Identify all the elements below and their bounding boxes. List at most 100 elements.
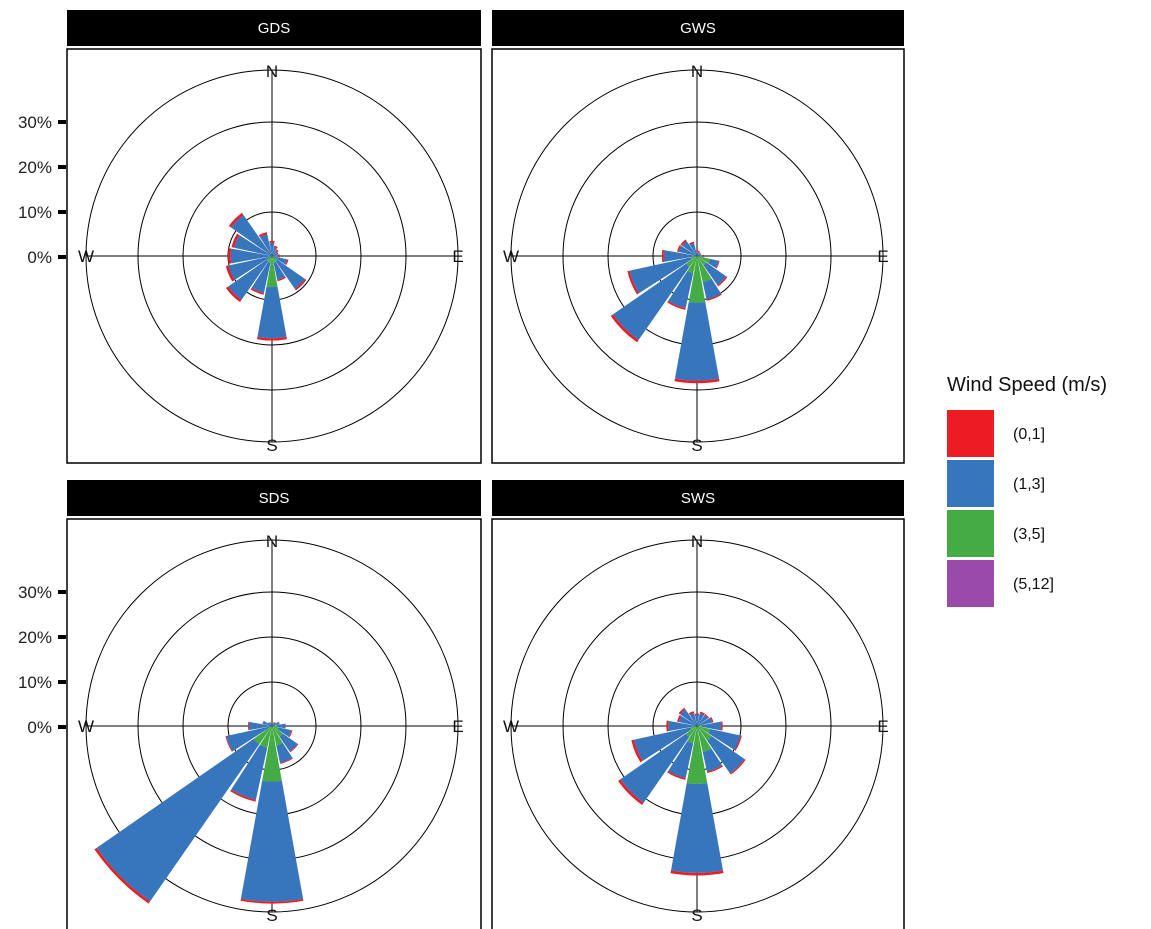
compass-w-sds: W [78, 717, 94, 736]
rose-wedge-gws-270-bin2 [694, 255, 697, 257]
compass-w-sws: W [503, 717, 519, 736]
rose-wedge-sws-67.5-bin0 [710, 716, 714, 723]
rose-wedge-gws-67.5-bin1 [697, 254, 701, 256]
compass-s-sws: S [691, 906, 702, 925]
rose-wedge-sws-247.5-bin0 [631, 739, 643, 763]
rose-wedge-gds-202.5-bin0 [250, 287, 264, 295]
rose-sds [94, 720, 304, 904]
rose-wedge-gds-315-bin1 [231, 215, 272, 256]
rose-wedge-gws-157.5-bin2 [697, 256, 712, 283]
y-tick-label: 20% [18, 158, 52, 177]
rose-wedge-sws-135-bin1 [707, 736, 745, 774]
rose-wedge-sds-90-bin2 [272, 725, 277, 727]
legend: Wind Speed (m/s) (0,1] (1,3] (3,5] (5,12… [947, 374, 1107, 607]
rose-wedge-sds-90-bin0 [285, 723, 286, 729]
compass-s-gws: S [691, 436, 702, 455]
rose-wedge-gds-292.5-bin0 [231, 233, 240, 248]
rose-wedge-sws-22.5-bin1 [697, 712, 705, 726]
rose-wedge-sws-315-bin0 [678, 707, 686, 715]
rose-wedge-gws-180-bin2 [688, 256, 706, 303]
legend-swatch-0-1 [947, 410, 994, 457]
rose-wedge-sws-90-bin2 [697, 725, 702, 727]
y-tick-mark [58, 255, 66, 259]
rose-wedge-gws-157.5-bin0 [706, 293, 722, 301]
legend-label-3-5: (3,5] [1013, 526, 1045, 543]
y-tick-mark [58, 210, 66, 214]
compass-e-sds: E [452, 717, 463, 736]
rose-wedge-gws-337.5-bin0 [689, 241, 695, 245]
rose-wedge-gds-22.5-bin0 [273, 245, 278, 249]
rose-wedge-sws-270-bin2 [694, 725, 697, 727]
rose-sws [618, 707, 746, 876]
rose-wedge-sws-112.5-bin1 [708, 728, 741, 751]
compass-w-gds: W [78, 247, 94, 266]
rose-wedge-sws-315-bin1 [680, 709, 697, 726]
rose-wedge-gws-270-bin0 [661, 249, 665, 263]
rose-wedge-gds-135-bin0 [294, 278, 307, 291]
rose-wedge-gds-270-bin1 [230, 248, 271, 264]
rose-wedge-sws-225-bin2 [686, 726, 697, 737]
rose-wedge-gws-45-bin0 [699, 252, 701, 254]
rose-wedge-sds-315-bin1 [268, 722, 272, 726]
rose-wedge-gds-315-bin2 [271, 255, 272, 256]
rose-wedge-sws-157.5-bin1 [702, 748, 723, 772]
rose-wedge-gws-112.5-bin2 [697, 256, 711, 264]
rose-wedge-gws-157.5-bin1 [702, 278, 722, 300]
rose-wedge-sws-270-bin0 [666, 720, 669, 732]
compass-e-sws: E [877, 717, 888, 736]
rose-wedge-sws-135-bin2 [697, 726, 712, 741]
rose-wedge-sws-135-bin0 [730, 759, 746, 775]
rose-wedge-gds-67.5-bin0 [276, 252, 279, 255]
rose-wedge-gds-112.5-bin2 [272, 256, 275, 258]
rose-wedge-sws-225-bin1 [620, 733, 690, 803]
compass-e-gds: E [452, 247, 463, 266]
rose-wedge-gws-247.5-bin1 [629, 257, 692, 294]
rose-wedge-gds-0-bin1 [269, 242, 275, 256]
rose-wedge-gws-90-bin0 [703, 254, 705, 258]
rose-wedge-gds-45-bin1 [272, 250, 278, 256]
panel-sds: SDS N S E W [66, 480, 482, 929]
rose-wedge-gws-225-bin0 [610, 314, 639, 343]
rose-wedge-sws-90-bin0 [721, 721, 723, 731]
rose-wedge-sds-157.5-bin1 [276, 742, 293, 763]
rose-wedge-gws-180-bin0 [674, 378, 720, 384]
rose-wedge-gws-90-bin2 [697, 255, 700, 257]
rose-wedge-gws-292.5-bin1 [678, 245, 697, 256]
rose-wedge-gws-135-bin2 [697, 256, 707, 266]
rose-wedge-gds-157.5-bin1 [273, 261, 286, 280]
rose-wedge-gws-337.5-bin1 [689, 242, 697, 256]
rose-wedge-gds-225-bin2 [266, 256, 272, 262]
rose-wedge-sds-22.5-bin1 [272, 722, 274, 726]
rose-wedge-gws-45-bin1 [697, 253, 700, 256]
rose-wedge-sws-0-bin1 [695, 714, 699, 726]
strip-label-gds: GDS [258, 20, 291, 37]
rose-wedge-sds-90-bin1 [276, 723, 286, 729]
rose-wedge-sds-67.5-bin0 [278, 721, 280, 725]
y-axis-bottom: 30% 20% 10% 0% [18, 583, 66, 737]
rose-wedge-gds-337.5-bin0 [258, 232, 268, 238]
rose-wedge-sws-45-bin0 [704, 713, 710, 719]
rose-wedge-sds-112.5-bin2 [272, 726, 279, 730]
rose-wedge-sds-112.5-bin1 [277, 727, 292, 737]
rose-wedge-gds-135-bin2 [272, 256, 278, 262]
rose-wedge-gws-315-bin1 [682, 241, 697, 256]
rose-wedge-gws-202.5-bin1 [668, 270, 694, 309]
rose-wedge-sds-247.5-bin2 [269, 726, 272, 728]
rose-wedge-gws-112.5-bin1 [708, 258, 719, 269]
rose-wedge-gds-0-bin0 [269, 240, 275, 243]
rose-wedge-sds-45-bin0 [274, 721, 277, 724]
rose-wedge-gds-90-bin0 [278, 254, 281, 258]
rose-wedge-gds-180-bin0 [257, 337, 287, 341]
compass-w-gws: W [503, 247, 519, 266]
rose-wedge-sds-202.5-bin2 [259, 726, 272, 748]
rose-wedge-sws-292.5-bin1 [678, 715, 697, 726]
panel-gws: GWS N S E W [491, 10, 905, 464]
rose-wedge-gws-315-bin0 [680, 239, 687, 246]
rose-wedge-gws-0-bin1 [696, 251, 698, 256]
rose-wedge-sds-225-bin1 [96, 738, 260, 902]
y-tick-mark [58, 120, 66, 124]
rose-wedge-sds-180-bin1 [240, 780, 304, 902]
legend-swatch-3-5 [947, 510, 994, 557]
strip-gws [492, 10, 904, 46]
